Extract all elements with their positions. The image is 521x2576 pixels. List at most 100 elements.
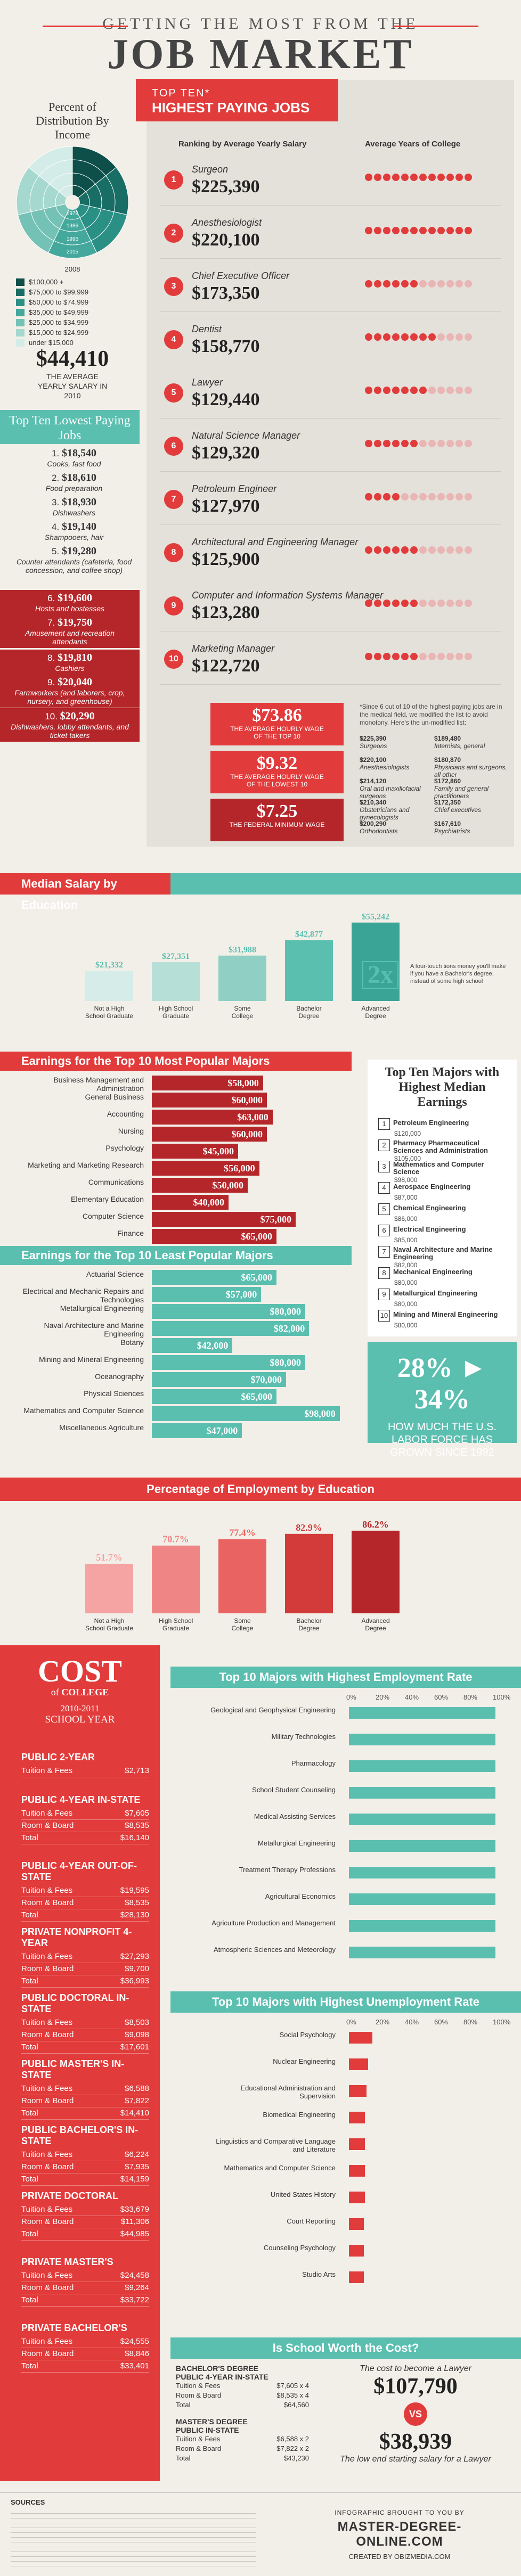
lowest-item: 5. $19,280 Counter attendants (cafeteria,… — [7, 545, 141, 575]
cost-row-label: Total — [21, 2109, 38, 2118]
year-dot — [428, 546, 436, 554]
year-dot — [419, 440, 427, 447]
cost-row-label: Total — [21, 1833, 38, 1842]
year-dot — [410, 440, 418, 447]
cost-item-heading: PUBLIC 2-YEAR — [21, 1752, 95, 1762]
year-dot — [410, 493, 418, 501]
year-dot — [383, 387, 390, 394]
lowest-salary: $19,280 — [61, 545, 96, 557]
year-dot — [365, 280, 372, 288]
lowest-job: Dishwashers — [52, 508, 96, 517]
rate-bar — [349, 1920, 495, 1932]
lowest-rank: 4. — [52, 522, 62, 532]
cost-row: Room & Board $8,535 — [21, 1820, 149, 1832]
cost-item: PUBLIC DOCTORAL IN-STATE Tuition & Fees $8… — [21, 1992, 149, 2054]
worth-start-value: $38,939 — [379, 2430, 452, 2454]
lowest-job: Farmworkers (and laborers, crop, nursery… — [14, 688, 125, 705]
row-divider — [160, 524, 501, 525]
category-line: Bachelor — [296, 1005, 321, 1012]
job-name: Anesthesiologist — [192, 217, 262, 228]
category-line: Advanced — [361, 1005, 389, 1012]
employment-category: Some College — [232, 1617, 254, 1632]
cost-item: PUBLIC BACHELOR'S IN-STATE Tuition & Fees… — [21, 2124, 149, 2186]
median-edu-title: Median Salary by Education — [0, 873, 170, 912]
cost-row: Tuition & Fees $27,293 — [21, 1951, 149, 1963]
unmod-item: $167,610 Psychiatrists — [434, 820, 508, 835]
unmod-job: Surgeons — [360, 742, 387, 750]
year-dot — [383, 653, 390, 660]
worth-left: BACHELOR'S DEGREE PUBLIC 4-YEAR IN-STATE… — [176, 2364, 309, 2463]
cost-row-value: $9,264 — [125, 2283, 149, 2292]
lowest-item: 7. $19,750 Amusement and recreation atten… — [0, 614, 140, 648]
category-line: Graduate — [162, 1012, 189, 1020]
cost-row-label: Tuition & Fees — [21, 2018, 73, 2027]
cost-item-heading: PRIVATE MASTER'S — [21, 2257, 113, 2267]
footer-created[interactable]: CREATED BY OBIZMEDIA.COM — [348, 2553, 451, 2561]
college-years — [365, 174, 474, 184]
rank-badge: 1 — [164, 170, 183, 190]
worth-row-label: Tuition & Fees — [176, 2382, 221, 2390]
cost-row-label: Total — [21, 2361, 38, 2370]
year-dot — [365, 333, 372, 341]
cost-row-label: Total — [21, 2295, 38, 2304]
unmod-salary: $214,120 — [360, 777, 387, 785]
lowest-salary: $18,930 — [61, 496, 96, 508]
year-dot — [428, 493, 436, 501]
cost-of: of — [51, 1687, 59, 1697]
year-dot — [410, 227, 418, 234]
year-dot — [401, 174, 409, 181]
salary-bar — [152, 962, 200, 1001]
cost-row-value: $8,535 — [125, 1898, 149, 1907]
unmod-salary: $189,480 — [434, 735, 461, 742]
major-median-name: Mechanical Engineering — [393, 1268, 473, 1276]
major-median-salary: $86,000 — [394, 1215, 418, 1223]
major-median-name: Mining and Mineral Engineering — [393, 1310, 498, 1318]
college-years — [365, 440, 474, 450]
year-dot — [419, 546, 427, 554]
highest-col2: Average Years of College — [365, 140, 461, 149]
year-dot — [437, 653, 445, 660]
year-dot — [455, 333, 463, 341]
major-bar: $80,000 — [152, 1355, 305, 1370]
salary-bar-label: $55,242 — [362, 913, 389, 922]
legend-swatch — [16, 329, 25, 337]
category-line: High School — [159, 1005, 193, 1012]
job-salary: $129,440 — [192, 390, 260, 409]
year-dot — [437, 493, 445, 501]
year-dot — [365, 227, 372, 234]
category-line: Degree — [365, 1625, 386, 1632]
employment-category: High School Graduate — [159, 1617, 193, 1632]
worth-row: Room & Board $7,822 x 2 — [176, 2444, 309, 2454]
major-median-item: 9 Metallurgical Engineering $80,000 — [378, 1289, 517, 1308]
cost-row-label: Room & Board — [21, 2217, 74, 2226]
major-label: Computer Science — [82, 1212, 144, 1220]
lowest-salary: $18,610 — [61, 472, 96, 483]
worth-bach-h2: PUBLIC 4-YEAR IN-STATE — [176, 2373, 268, 2381]
cost-item: PUBLIC 4-YEAR OUT-OF-STATE Tuition & Fees… — [21, 1860, 149, 1922]
page-header: GETTING THE MOST FROM THE JOB MARKET — [0, 0, 521, 85]
major-label: Metallurgical Engineering — [60, 1304, 144, 1312]
unmod-salary: $172,350 — [434, 799, 461, 806]
job-salary: $123,280 — [192, 603, 260, 622]
major-bar: $50,000 — [152, 1178, 248, 1193]
rank-badge: 9 — [164, 596, 183, 616]
worth-row-label: Tuition & Fees — [176, 2435, 221, 2443]
year-dot — [465, 333, 472, 341]
major-label: Marketing and Marketing Research — [28, 1161, 144, 1169]
year-dot — [437, 440, 445, 447]
cost-item-heading: PRIVATE NONPROFIT 4-YEAR — [21, 1926, 132, 1948]
cost-row-value: $19,595 — [120, 1886, 149, 1895]
employment-bar-label: 70.7% — [162, 1534, 189, 1545]
labor-panel: 28% ► 34% HOW MUCH THE U.S. LABOR FORCE … — [368, 1342, 517, 1458]
rate-bar — [349, 2085, 367, 2097]
legend-item: $100,000 + — [16, 277, 139, 287]
lowest-job: Counter attendants (cafeteria, food conc… — [16, 557, 132, 575]
footer-site[interactable]: MASTER-DEGREE-ONLINE.COM — [337, 2520, 462, 2549]
salary-bar-label: $42,877 — [295, 930, 323, 939]
rate-label: Metallurgical Engineering — [258, 1839, 336, 1847]
year-dot — [455, 493, 463, 501]
college-years — [365, 600, 474, 610]
year-dot — [428, 280, 436, 288]
year-dot — [365, 174, 372, 181]
lowest-job: Hosts and hostesses — [35, 604, 104, 613]
